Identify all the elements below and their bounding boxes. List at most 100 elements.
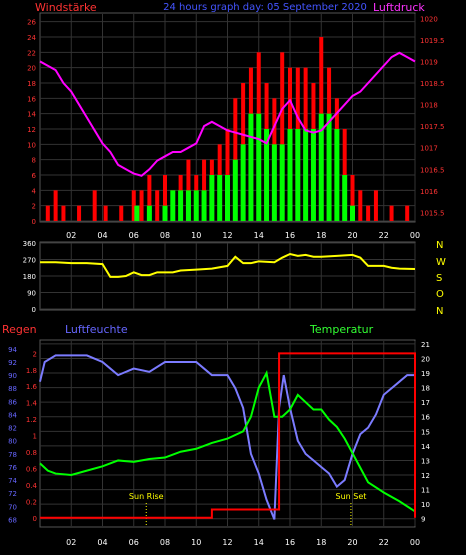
rain-line [40, 352, 416, 519]
pressure-tick-label: 1018 [420, 102, 438, 110]
wind-x-tick-label: 06 [129, 231, 139, 240]
wind-x-tick-label: 12 [222, 231, 232, 240]
bottom-x-tick-label: 04 [97, 538, 107, 547]
pressure-tick-label: 1015.5 [420, 209, 445, 217]
wind-max-bar [103, 205, 108, 221]
wind-tick-label: 6 [32, 172, 37, 180]
humidity-tick-label: 82 [8, 425, 17, 433]
wind-x-tick-label: 16 [285, 231, 295, 240]
wind-max-bar [131, 190, 136, 221]
wind-tick-label: 18 [27, 80, 36, 88]
temp-tick-label: 17 [421, 399, 430, 407]
wind-max-bar [405, 205, 410, 221]
pressure-tick-label: 1016 [420, 188, 438, 196]
humidity-tick-label: 80 [8, 438, 17, 446]
wind-x-tick-label: 00 [410, 231, 420, 240]
pressure-tick-label: 1017.5 [420, 123, 445, 131]
temp-tick-label: 19 [421, 370, 430, 378]
wind-avg-bar [248, 113, 254, 221]
wind-avg-bar [217, 175, 223, 221]
temp-tick-label: 11 [421, 487, 430, 495]
wind-avg-bar [256, 113, 262, 221]
wind-avg-bar [318, 113, 324, 221]
rain-title: Regen [2, 323, 37, 336]
temperature-title: Temperatur [309, 323, 374, 336]
wind-avg-bar [134, 205, 140, 221]
wind-avg-bar [170, 190, 176, 221]
dir-letter-n-top: N [436, 240, 443, 251]
wind-tick-label: 4 [32, 187, 37, 195]
humidity-tick-label: 88 [8, 385, 17, 393]
humidity-tick-label: 94 [8, 346, 17, 354]
wind-avg-bar [295, 129, 301, 221]
dir-letter-s: S [436, 273, 442, 284]
temp-tick-label: 18 [421, 385, 430, 393]
bottom-x-tick-label: 22 [379, 538, 389, 547]
dir-letter-w: W [436, 257, 446, 268]
wind-max-bar [92, 190, 97, 221]
wind-tick-label: 20 [27, 65, 36, 73]
humidity-tick-label: 86 [8, 398, 17, 406]
wind-tick-label: 24 [27, 34, 36, 42]
humidity-tick-label: 68 [8, 516, 17, 524]
bottom-x-tick-label: 12 [222, 538, 232, 547]
temp-tick-label: 16 [421, 414, 430, 422]
wind-max-bar [139, 190, 144, 221]
wind-max-bar [155, 190, 160, 221]
rain-tick-label: 0.2 [26, 498, 37, 506]
wind-avg-bar [271, 144, 277, 221]
pressure-tick-label: 1019.5 [420, 37, 445, 45]
temperature-line [39, 370, 416, 513]
rain-tick-label: 0 [33, 515, 37, 523]
temp-tick-label: 9 [421, 516, 425, 524]
bottom-x-tick-label: 18 [316, 538, 326, 547]
rain-tick-label: 1.6 [26, 383, 38, 391]
wind-tick-label: 10 [27, 141, 36, 149]
wind-avg-bar [209, 175, 215, 221]
rain-humidity-temperature-chart: 9101112131415161718192021687072747678808… [8, 341, 430, 547]
wind-avg-bar [303, 129, 309, 221]
bottom-x-tick-label: 20 [347, 538, 357, 547]
wind-x-tick-label: 04 [97, 231, 107, 240]
direction-tick-label: 270 [23, 257, 36, 265]
temp-tick-label: 15 [421, 428, 430, 436]
wind-avg-bar [350, 205, 355, 221]
humidity-tick-label: 76 [8, 464, 17, 472]
wind-pressure-chart: 024681012141618202224261015.510161016.51… [27, 14, 445, 240]
wind-x-tick-label: 14 [254, 231, 264, 240]
pressure-tick-label: 1017 [420, 145, 438, 153]
direction-tick-label: 180 [23, 273, 36, 281]
rain-tick-label: 2 [33, 350, 37, 358]
wind-x-tick-label: 22 [379, 231, 389, 240]
wind-avg-bar [232, 159, 238, 221]
direction-letters: N W S O N [436, 240, 446, 317]
temp-tick-label: 14 [421, 443, 430, 451]
graph-title: 24 hours graph day: 05 September 2020 [163, 2, 367, 13]
direction-tick-label: 90 [27, 290, 36, 298]
wind-max-bar [163, 175, 167, 221]
wind-max-bar [350, 175, 355, 221]
bottom-x-tick-label: 16 [285, 538, 295, 547]
wind-avg-bar [225, 175, 230, 221]
humidity-tick-label: 72 [8, 490, 17, 498]
sun-marker-label: Sun Set [335, 492, 366, 501]
wind-max-bar [77, 205, 82, 221]
wind-tick-label: 22 [27, 49, 36, 57]
wind-tick-label: 14 [27, 111, 36, 119]
rain-tick-label: 0.8 [26, 449, 37, 457]
dir-letter-o: O [436, 289, 444, 300]
pressure-line [39, 51, 416, 177]
direction-line [40, 252, 416, 278]
temp-tick-label: 13 [421, 457, 430, 465]
rain-tick-label: 0.6 [26, 465, 38, 473]
pressure-title: Luftdruck [373, 1, 425, 14]
wind-x-tick-label: 20 [347, 231, 357, 240]
wind-max-bar [53, 190, 58, 221]
wind-title: Windstärke [35, 1, 97, 14]
temp-tick-label: 10 [421, 501, 430, 509]
rain-tick-label: 0.4 [26, 482, 38, 490]
wind-max-bar [389, 205, 394, 221]
wind-x-tick-label: 02 [66, 231, 76, 240]
